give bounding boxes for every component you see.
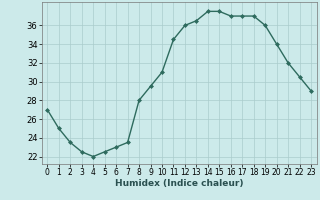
X-axis label: Humidex (Indice chaleur): Humidex (Indice chaleur) xyxy=(115,179,244,188)
